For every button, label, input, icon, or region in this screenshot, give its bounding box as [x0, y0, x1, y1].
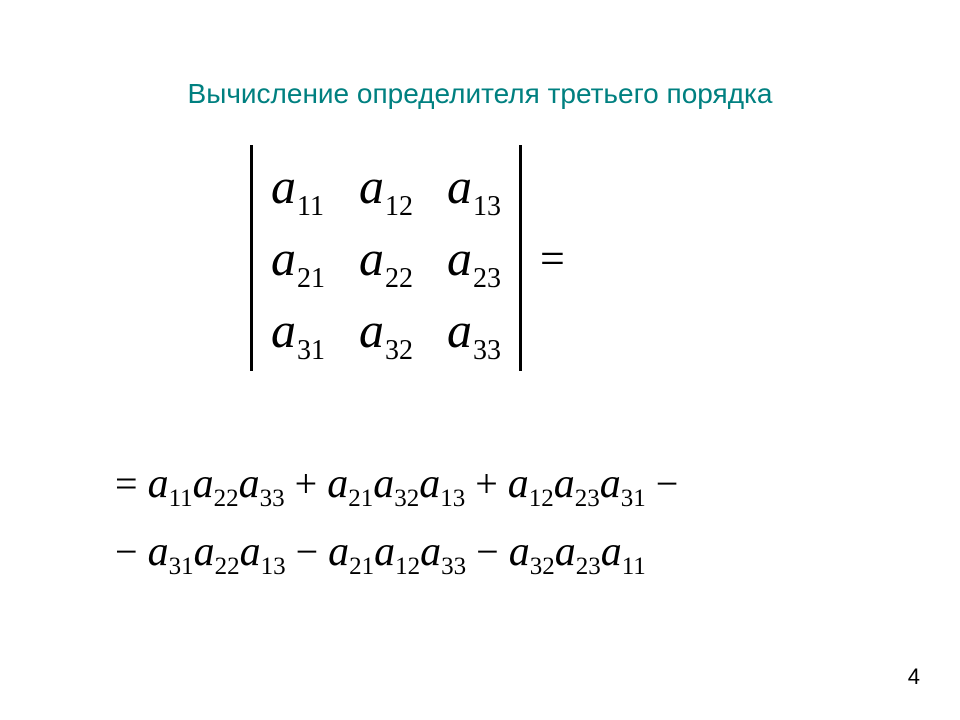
term: a12a23a31 — [508, 463, 646, 505]
expansion-line-1: = a11a22a33 + a21a32a13 + a12a23a31 − — [115, 450, 688, 518]
a-sub: 31 — [621, 486, 646, 511]
a-sub: 32 — [394, 486, 419, 511]
a-sub: 22 — [215, 554, 240, 579]
a-sub: 11 — [169, 486, 193, 511]
a-sub: 13 — [261, 554, 286, 579]
equals-sign: = — [115, 450, 148, 518]
det-right-bar — [519, 145, 522, 371]
a-sub: 22 — [214, 486, 239, 511]
a-symbol: a — [148, 463, 169, 505]
a-symbol: a — [359, 161, 384, 211]
a-sub: 12 — [395, 554, 420, 579]
a-symbol: a — [271, 161, 296, 211]
a-sub: 33 — [441, 554, 466, 579]
a-symbol: a — [194, 531, 215, 573]
det-entry: a33 — [447, 305, 501, 355]
a-symbol: a — [327, 463, 348, 505]
a-symbol: a — [601, 531, 622, 573]
det-entry: a32 — [359, 305, 413, 355]
a-symbol: a — [359, 233, 384, 283]
a-sub: 21 — [348, 486, 373, 511]
a-symbol: a — [193, 463, 214, 505]
a-sub: 13 — [473, 193, 501, 221]
a-sub: 23 — [576, 554, 601, 579]
a-symbol: a — [447, 305, 472, 355]
plus-sign: + — [465, 450, 508, 518]
a-sub: 31 — [169, 554, 194, 579]
a-sub: 23 — [575, 486, 600, 511]
a-sub: 22 — [385, 265, 413, 293]
det-entry: a11 — [271, 161, 325, 211]
a-sub: 13 — [440, 486, 465, 511]
a-symbol: a — [148, 531, 169, 573]
a-sub: 21 — [297, 265, 325, 293]
a-sub: 11 — [622, 554, 646, 579]
a-symbol: a — [328, 531, 349, 573]
a-symbol: a — [271, 305, 296, 355]
term: a32a23a11 — [509, 531, 646, 573]
a-symbol: a — [554, 463, 575, 505]
a-symbol: a — [373, 463, 394, 505]
a-sub: 11 — [297, 193, 324, 221]
a-sub: 12 — [385, 193, 413, 221]
det-entry: a13 — [447, 161, 501, 211]
expansion-formula: = a11a22a33 + a21a32a13 + a12a23a31 − − … — [115, 450, 688, 586]
page-number: 4 — [908, 664, 920, 690]
slide-title: Вычисление определителя третьего порядка — [0, 78, 960, 110]
determinant: a11 a12 a13 a21 a22 a23 a31 a32 a33 — [250, 145, 522, 371]
minus-sign: − — [286, 518, 329, 586]
a-symbol: a — [600, 463, 621, 505]
plus-sign: + — [285, 450, 328, 518]
determinant-block: a11 a12 a13 a21 a22 a23 a31 a32 a33 = — [250, 145, 565, 371]
a-symbol: a — [447, 233, 472, 283]
a-sub: 31 — [297, 337, 325, 365]
a-sub: 33 — [473, 337, 501, 365]
a-symbol: a — [420, 531, 441, 573]
det-entry: a12 — [359, 161, 413, 211]
a-sub: 12 — [529, 486, 554, 511]
term: a21a12a33 — [328, 531, 466, 573]
a-symbol: a — [447, 161, 472, 211]
minus-sign: − — [466, 518, 509, 586]
a-symbol: a — [271, 233, 296, 283]
a-symbol: a — [509, 531, 530, 573]
equals-sign: = — [540, 233, 565, 284]
a-symbol: a — [508, 463, 529, 505]
a-symbol: a — [419, 463, 440, 505]
minus-sign: − — [646, 450, 689, 518]
det-entry: a31 — [271, 305, 325, 355]
a-symbol: a — [374, 531, 395, 573]
slide: Вычисление определителя третьего порядка… — [0, 0, 960, 720]
det-entry: a23 — [447, 233, 501, 283]
a-sub: 21 — [349, 554, 374, 579]
minus-sign: − — [115, 518, 148, 586]
det-entry: a22 — [359, 233, 413, 283]
a-sub: 23 — [473, 265, 501, 293]
det-entry: a21 — [271, 233, 325, 283]
a-sub: 33 — [260, 486, 285, 511]
a-symbol: a — [239, 463, 260, 505]
term: a11a22a33 — [148, 463, 285, 505]
expansion-line-2: − a31a22a13 − a21a12a33 − a32a23a11 — [115, 518, 688, 586]
term: a21a32a13 — [327, 463, 465, 505]
a-symbol: a — [359, 305, 384, 355]
a-sub: 32 — [385, 337, 413, 365]
term: a31a22a13 — [148, 531, 286, 573]
a-sub: 32 — [530, 554, 555, 579]
a-symbol: a — [240, 531, 261, 573]
a-symbol: a — [555, 531, 576, 573]
det-grid: a11 a12 a13 a21 a22 a23 a31 a32 a33 — [253, 145, 519, 371]
